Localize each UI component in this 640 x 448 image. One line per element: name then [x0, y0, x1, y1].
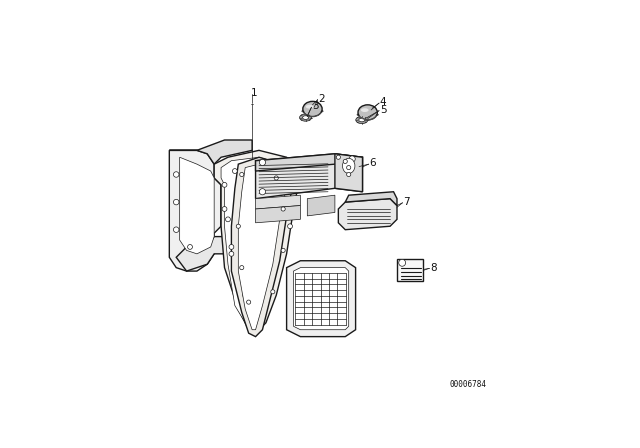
Polygon shape — [255, 206, 300, 223]
Polygon shape — [170, 140, 252, 164]
Polygon shape — [238, 164, 287, 330]
Ellipse shape — [287, 224, 292, 228]
Ellipse shape — [173, 199, 179, 205]
Text: 00006784: 00006784 — [450, 380, 486, 389]
Polygon shape — [221, 157, 294, 326]
Ellipse shape — [259, 189, 266, 195]
FancyBboxPatch shape — [397, 259, 423, 281]
Ellipse shape — [300, 114, 312, 121]
Ellipse shape — [281, 248, 285, 253]
Ellipse shape — [188, 245, 193, 250]
Ellipse shape — [173, 227, 179, 233]
Ellipse shape — [222, 182, 227, 187]
Polygon shape — [345, 192, 397, 206]
Text: 5: 5 — [380, 105, 387, 115]
Ellipse shape — [399, 259, 406, 266]
Text: 8: 8 — [430, 263, 436, 273]
Ellipse shape — [232, 168, 237, 173]
Polygon shape — [221, 178, 252, 233]
Ellipse shape — [259, 159, 266, 165]
Polygon shape — [180, 157, 214, 254]
Polygon shape — [307, 195, 335, 216]
Polygon shape — [287, 261, 356, 336]
Ellipse shape — [240, 266, 244, 270]
Ellipse shape — [336, 155, 340, 159]
Ellipse shape — [274, 168, 278, 173]
Ellipse shape — [229, 245, 234, 250]
Polygon shape — [232, 157, 294, 336]
Ellipse shape — [303, 116, 308, 119]
Ellipse shape — [277, 203, 282, 208]
Polygon shape — [214, 151, 300, 330]
Ellipse shape — [361, 108, 369, 112]
Ellipse shape — [240, 172, 244, 177]
Ellipse shape — [349, 156, 355, 162]
Polygon shape — [170, 151, 221, 271]
Text: 3: 3 — [312, 101, 319, 111]
Text: 2: 2 — [318, 94, 325, 103]
Ellipse shape — [225, 217, 230, 222]
Ellipse shape — [358, 105, 378, 120]
Ellipse shape — [306, 105, 314, 108]
Ellipse shape — [347, 165, 351, 170]
Ellipse shape — [173, 172, 179, 177]
Ellipse shape — [347, 172, 351, 177]
Ellipse shape — [257, 162, 261, 167]
Polygon shape — [255, 195, 300, 209]
Text: 6: 6 — [369, 159, 376, 168]
Ellipse shape — [302, 109, 323, 113]
Ellipse shape — [356, 116, 368, 124]
Ellipse shape — [357, 113, 378, 116]
Polygon shape — [255, 154, 362, 171]
Polygon shape — [255, 154, 362, 198]
Ellipse shape — [246, 300, 251, 304]
Ellipse shape — [229, 251, 234, 256]
Polygon shape — [294, 267, 349, 330]
Polygon shape — [335, 154, 362, 192]
Text: 1: 1 — [250, 88, 257, 99]
Ellipse shape — [222, 207, 227, 211]
Text: 4: 4 — [380, 97, 387, 107]
Ellipse shape — [243, 293, 248, 297]
Polygon shape — [339, 198, 397, 230]
Ellipse shape — [343, 159, 348, 164]
Ellipse shape — [236, 224, 241, 228]
Ellipse shape — [303, 101, 322, 116]
Polygon shape — [176, 237, 252, 271]
Ellipse shape — [342, 158, 355, 173]
Ellipse shape — [271, 290, 275, 294]
Ellipse shape — [281, 207, 285, 211]
Ellipse shape — [359, 118, 365, 122]
Ellipse shape — [274, 176, 278, 180]
Text: 7: 7 — [403, 197, 410, 207]
